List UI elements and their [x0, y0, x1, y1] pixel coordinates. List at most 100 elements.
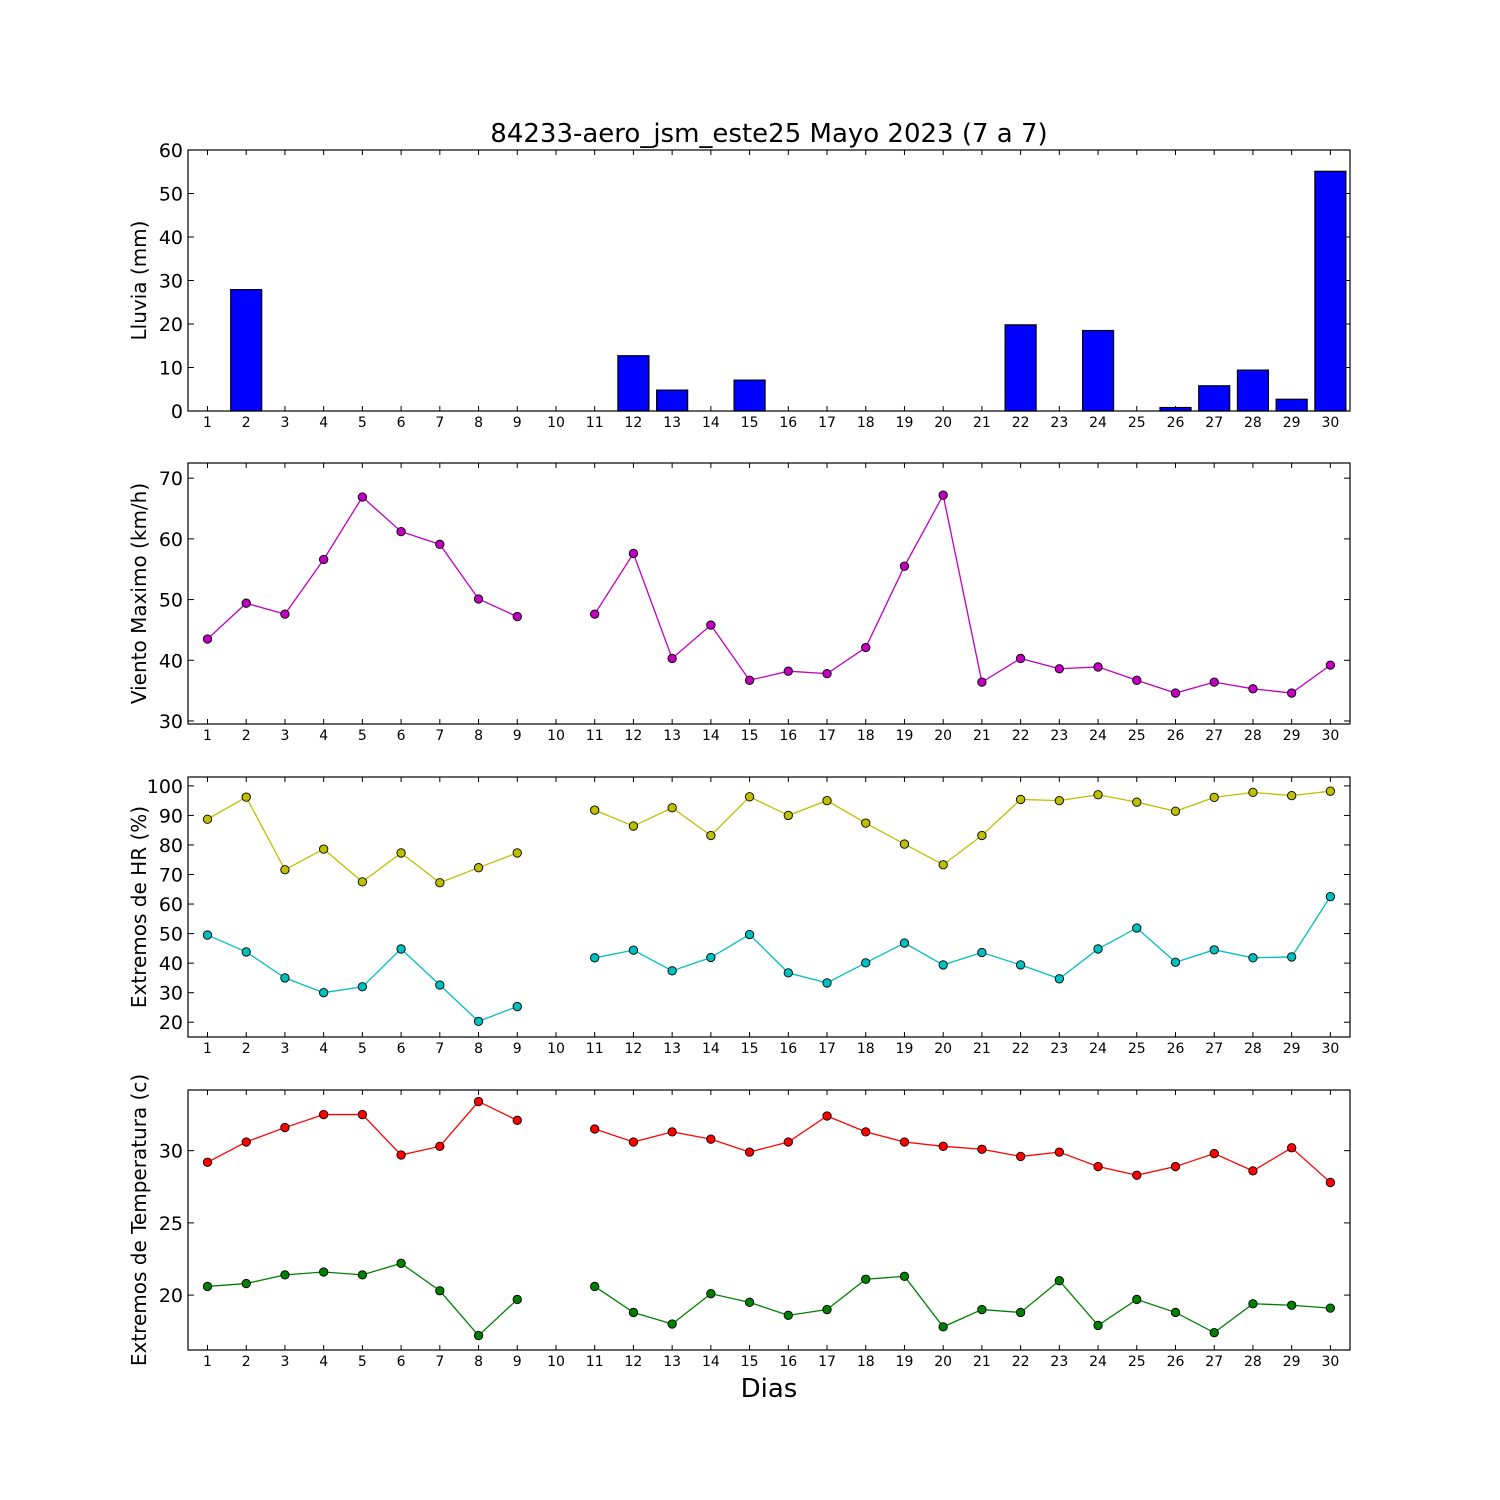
x-tick-label: 26 — [1167, 1354, 1185, 1370]
data-point — [977, 830, 987, 841]
x-tick-label: 29 — [1283, 1354, 1301, 1370]
data-point — [1015, 653, 1026, 664]
x-tick-label: 25 — [1128, 415, 1146, 431]
x-tick-label: 13 — [663, 1041, 681, 1057]
x-tick-label: 3 — [280, 1354, 289, 1370]
bar — [1198, 385, 1231, 412]
data-point — [706, 620, 716, 630]
x-tick-label: 15 — [741, 415, 759, 431]
x-tick-label: 28 — [1244, 728, 1262, 744]
series-line — [594, 896, 1331, 984]
x-tick-label: 16 — [779, 1354, 797, 1370]
data-point — [1248, 684, 1258, 694]
x-tick-label: 5 — [358, 1041, 367, 1057]
x-tick-label: 24 — [1089, 1041, 1107, 1057]
data-point — [744, 929, 755, 940]
x-tick-label: 20 — [934, 728, 952, 744]
x-tick-label: 21 — [973, 728, 991, 744]
data-point — [1209, 792, 1219, 803]
y-axis-label: Extremos de HR (%) — [127, 806, 151, 1008]
x-tick-label: 20 — [934, 415, 952, 431]
data-point — [357, 1270, 368, 1280]
series-line — [594, 790, 1331, 866]
x-tick-label: 4 — [319, 728, 328, 744]
x-tick-label: 5 — [358, 728, 367, 744]
data-point — [861, 642, 871, 653]
y-axis-label: Viento Maximo (km/h) — [127, 483, 151, 704]
data-point — [473, 863, 484, 873]
x-tick-label: 24 — [1089, 415, 1107, 431]
x-tick-label: 20 — [934, 1041, 952, 1057]
x-tick-label: 4 — [319, 1354, 328, 1370]
data-point — [1132, 1170, 1142, 1180]
x-tick-label: 17 — [818, 1041, 836, 1057]
data-point — [1209, 945, 1219, 955]
x-tick-label: 29 — [1283, 415, 1301, 431]
x-tick-label: 11 — [586, 1354, 604, 1370]
y-tick-label: 40 — [159, 227, 183, 249]
data-point — [280, 1122, 290, 1133]
data-point — [590, 953, 600, 963]
x-tick-label: 30 — [1321, 728, 1339, 744]
data-point — [899, 1271, 910, 1281]
data-point — [628, 1307, 639, 1318]
data-point — [1132, 797, 1142, 807]
y-tick-label: 70 — [159, 865, 183, 887]
x-tick-label: 12 — [625, 415, 643, 431]
data-point — [590, 1281, 600, 1292]
data-point — [1093, 662, 1103, 672]
x-tick-label: 17 — [818, 1354, 836, 1370]
x-tick-label: 15 — [741, 728, 759, 744]
x-tick-label: 29 — [1283, 728, 1301, 744]
x-tick-label: 3 — [280, 728, 289, 744]
x-tick-label: 18 — [857, 415, 875, 431]
data-point — [706, 1289, 716, 1299]
x-tick-label: 5 — [358, 415, 367, 431]
y-axis-label: Extremos de Temperatura (c) — [127, 1074, 151, 1366]
data-point — [1325, 892, 1336, 902]
x-tick-label: 30 — [1321, 415, 1339, 431]
data-point — [280, 973, 290, 983]
x-tick-label: 21 — [973, 415, 991, 431]
data-point — [628, 548, 639, 559]
x-tick-label: 1 — [203, 415, 212, 431]
data-point — [1054, 974, 1064, 984]
data-point — [1093, 944, 1103, 954]
x-tick-label: 2 — [242, 1041, 251, 1057]
data-point — [512, 848, 522, 858]
x-tick-label: 14 — [702, 415, 720, 431]
data-point — [628, 945, 639, 955]
x-tick-label: 13 — [663, 415, 681, 431]
data-point — [1170, 1307, 1181, 1318]
y-tick-label: 0 — [171, 401, 183, 423]
data-point — [706, 830, 716, 841]
y-tick-label: 100 — [147, 776, 183, 798]
data-point — [357, 877, 368, 887]
data-point — [202, 930, 213, 940]
data-point — [1209, 1148, 1219, 1159]
y-tick-label: 20 — [159, 314, 183, 336]
data-point — [473, 1330, 484, 1341]
data-point — [822, 795, 832, 806]
y-tick-label: 90 — [159, 805, 183, 827]
x-tick-label: 18 — [857, 1041, 875, 1057]
x-tick-label: 21 — [973, 1041, 991, 1057]
x-tick-label: 9 — [513, 728, 522, 744]
data-point — [822, 1304, 832, 1315]
x-tick-label: 27 — [1205, 1041, 1223, 1057]
data-point — [744, 1147, 755, 1157]
x-tick-label: 11 — [586, 1041, 604, 1057]
x-tick-label: 22 — [1012, 1354, 1030, 1370]
data-point — [1132, 1294, 1142, 1305]
x-tick-label: 2 — [242, 415, 251, 431]
data-point — [396, 1258, 406, 1268]
x-tick-label: 19 — [896, 1354, 914, 1370]
x-tick-label: 8 — [474, 1041, 483, 1057]
x-tick-label: 11 — [586, 415, 604, 431]
data-point — [899, 1137, 910, 1147]
x-tick-label: 22 — [1012, 728, 1030, 744]
data-point — [783, 810, 793, 821]
x-tick-label: 15 — [741, 1041, 759, 1057]
x-tick-label: 25 — [1128, 728, 1146, 744]
x-tick-label: 24 — [1089, 1354, 1107, 1370]
